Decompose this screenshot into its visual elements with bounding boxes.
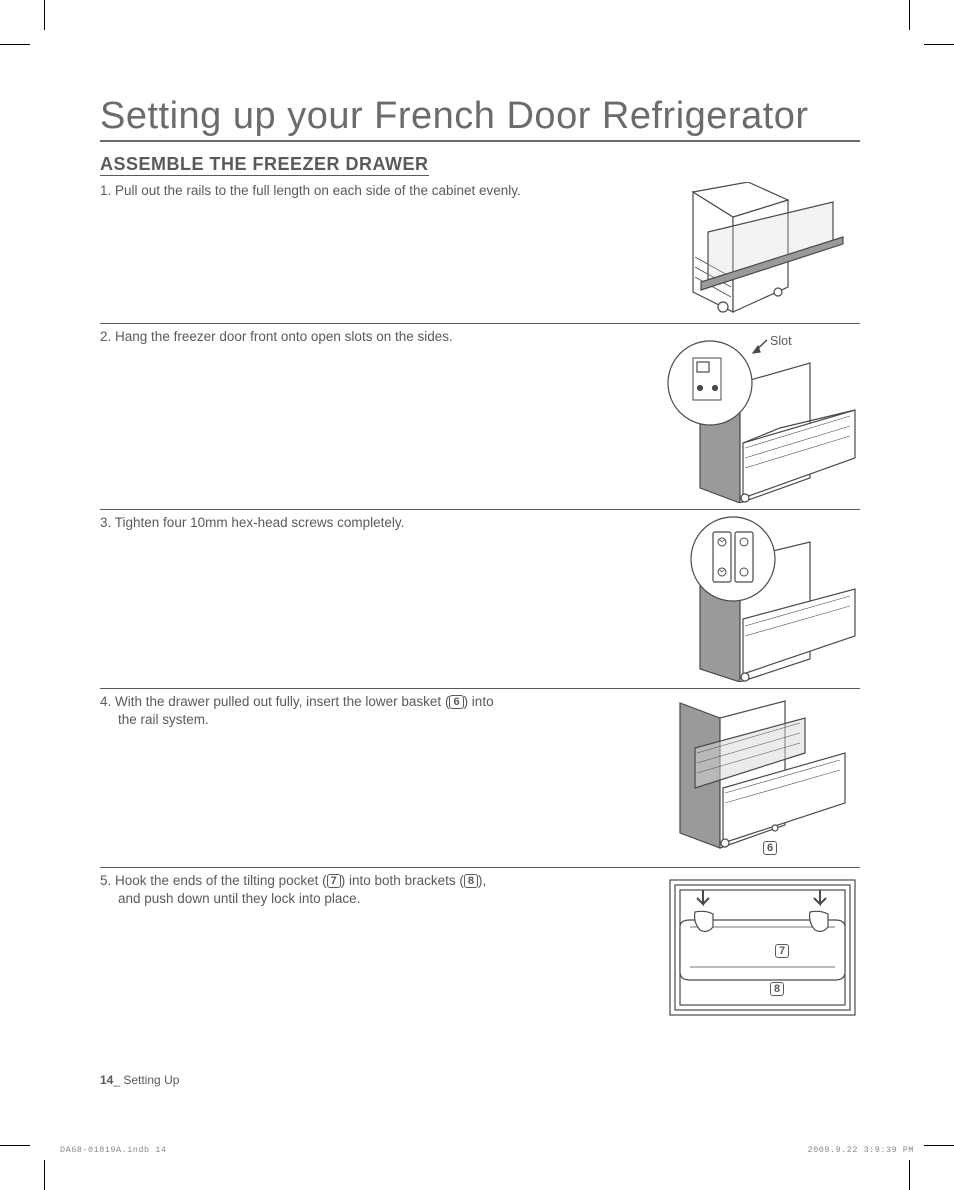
step-text: 5. Hook the ends of the tilting pocket (… — [100, 872, 645, 908]
ref-8: 8 — [464, 874, 478, 888]
fig-ref-8: 8 — [770, 982, 784, 996]
step-text: 3. Tighten four 10mm hex-head screws com… — [100, 514, 645, 532]
section-heading: ASSEMBLE THE FREEZER DRAWER — [100, 154, 429, 176]
print-meta-left: DA68-01819A.indb 14 — [60, 1145, 166, 1155]
step-1-figure — [645, 182, 860, 317]
step-3: 3. Tighten four 10mm hex-head screws com… — [100, 510, 860, 689]
step-2-figure: Slot — [645, 328, 860, 503]
page-footer: 14_ Setting Up — [100, 1073, 179, 1087]
step-2: 2. Hang the freezer door front onto open… — [100, 324, 860, 510]
step-5-figure: 7 8 — [645, 872, 860, 1017]
step-4-figure: 6 — [645, 693, 860, 861]
step-text: 2. Hang the freezer door front onto open… — [100, 328, 645, 346]
ref-6: 6 — [449, 695, 463, 709]
step-5: 5. Hook the ends of the tilting pocket (… — [100, 868, 860, 1023]
step-4: 4. With the drawer pulled out fully, ins… — [100, 689, 860, 868]
page-title: Setting up your French Door Refrigerator — [100, 95, 860, 142]
step-text: 4. With the drawer pulled out fully, ins… — [100, 693, 645, 729]
fig-ref-7: 7 — [775, 944, 789, 958]
step-1: 1. Pull out the rails to the full length… — [100, 178, 860, 324]
page-content: Setting up your French Door Refrigerator… — [100, 95, 860, 1023]
print-meta-right: 2009.9.22 3:9:39 PM — [808, 1145, 914, 1155]
step-3-figure — [645, 514, 860, 682]
ref-7: 7 — [327, 874, 341, 888]
step-text: 1. Pull out the rails to the full length… — [100, 182, 645, 200]
slot-label: Slot — [770, 334, 792, 348]
fig-ref-6: 6 — [763, 841, 777, 855]
